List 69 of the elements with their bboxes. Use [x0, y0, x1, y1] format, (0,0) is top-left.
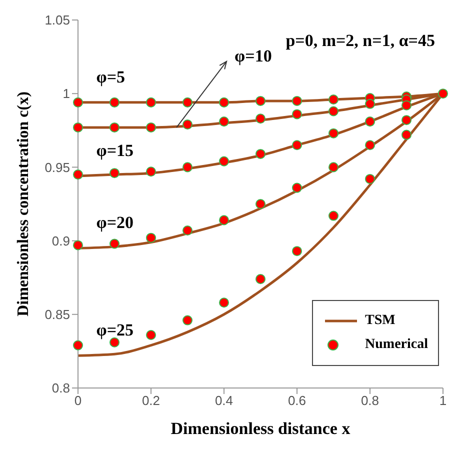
point [292, 140, 302, 150]
point [146, 166, 156, 177]
point [182, 120, 193, 130]
point [364, 174, 376, 184]
point [182, 97, 193, 108]
point [328, 128, 339, 138]
annotation: φ=25 [96, 320, 134, 340]
point [328, 210, 339, 221]
x-tick-label: 1 [439, 393, 447, 408]
point [364, 116, 376, 127]
point [146, 232, 156, 243]
annotation: φ=5 [96, 67, 126, 86]
point [218, 298, 230, 308]
point [218, 97, 230, 108]
point [438, 88, 448, 99]
point [292, 109, 302, 120]
x-tick-label: 0.6 [288, 393, 306, 408]
point [255, 96, 266, 106]
point [218, 156, 230, 166]
point [109, 168, 120, 178]
point [72, 122, 84, 132]
point [72, 340, 84, 350]
point [146, 330, 156, 340]
point [364, 140, 376, 150]
point [109, 238, 120, 249]
point [109, 122, 120, 132]
y-tick-label: 0.85 [44, 307, 70, 322]
point [328, 94, 339, 104]
annotation: p=0, m=2, n=1, α=45 [286, 31, 435, 50]
point [182, 225, 193, 236]
point [255, 114, 266, 124]
x-tick-label: 0.8 [360, 393, 380, 408]
point [255, 274, 266, 284]
annotation: φ=15 [96, 140, 134, 160]
point [146, 97, 156, 108]
point [218, 116, 230, 127]
point [255, 148, 266, 159]
point [401, 130, 412, 140]
point [218, 215, 230, 226]
legend-label: TSM [365, 313, 396, 329]
point [255, 198, 266, 210]
point [401, 100, 412, 110]
point [292, 182, 302, 193]
x-tick-label: 0.4 [214, 393, 234, 408]
x-axis-title: Dimensionless distance x [170, 419, 351, 438]
point [146, 122, 156, 132]
point [72, 97, 84, 108]
point [292, 96, 302, 106]
x-tick-label: 0.2 [142, 393, 160, 408]
annotation: φ=20 [96, 213, 134, 232]
y-tick-label: 0.9 [52, 233, 70, 248]
y-tick-label: 1 [62, 86, 70, 102]
y-tick-label: 0.8 [52, 380, 70, 396]
point [401, 115, 412, 126]
point [109, 97, 120, 108]
annotation: φ=10 [234, 46, 272, 66]
x-tick-label: 0 [74, 393, 82, 408]
point [72, 240, 84, 250]
y-tick-label: 1.05 [44, 12, 70, 28]
point [72, 170, 84, 180]
point [182, 315, 193, 326]
legend-label: Numerical [365, 337, 428, 353]
y-axis-title: Dimensionless concentration c(x) [15, 92, 32, 316]
point [292, 246, 302, 256]
point [328, 162, 339, 172]
y-tick-label: 0.95 [44, 160, 70, 175]
point [328, 106, 339, 116]
point [364, 98, 376, 109]
point [182, 162, 193, 172]
